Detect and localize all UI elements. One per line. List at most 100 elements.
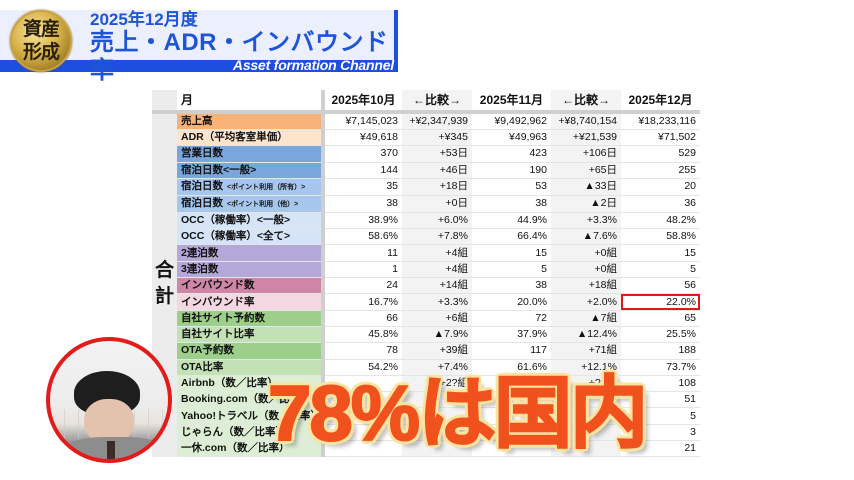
value-cell[interactable]: 423 — [472, 145, 551, 163]
compare-cell[interactable]: +7.4% — [402, 359, 472, 376]
row-label[interactable]: 宿泊日数 <ポイント利用（所有）> — [177, 178, 325, 196]
value-cell[interactable]: 117 — [472, 342, 551, 360]
value-cell[interactable] — [472, 424, 551, 442]
value-cell[interactable] — [323, 407, 402, 425]
row-label[interactable]: 2連泊数 — [177, 244, 325, 262]
value-cell[interactable]: 370 — [323, 145, 402, 163]
value-cell[interactable]: 144 — [323, 162, 402, 179]
compare-cell[interactable]: +4組 — [402, 261, 472, 279]
compare-cell[interactable]: +¥21,539 — [551, 129, 621, 147]
row-label[interactable]: 自社サイト予約数 — [177, 310, 325, 327]
value-cell[interactable]: 66.4% — [472, 228, 551, 246]
row-label[interactable]: Yahoo!トラベル（数／比率） — [177, 407, 325, 425]
row-label[interactable]: インバウンド数 — [177, 277, 325, 295]
value-cell[interactable] — [472, 407, 551, 425]
value-cell[interactable]: ¥7,145,023 — [323, 112, 402, 130]
value-cell[interactable]: 51 — [621, 391, 700, 409]
compare-cell[interactable]: +18組 — [551, 277, 621, 295]
compare-cell[interactable]: +71組 — [551, 342, 621, 360]
compare-cell[interactable] — [551, 440, 621, 458]
compare-cell[interactable]: +3.3% — [551, 212, 621, 230]
value-cell[interactable]: 5 — [472, 261, 551, 279]
highlighted-value-cell[interactable]: 22.0% — [621, 293, 700, 311]
compare-cell[interactable]: +18日 — [402, 178, 472, 196]
value-cell[interactable]: 188 — [621, 342, 700, 360]
compare-cell[interactable]: +2.0% — [551, 293, 621, 311]
compare-cell[interactable] — [402, 424, 472, 442]
value-cell[interactable]: 38 — [323, 195, 402, 213]
value-cell[interactable] — [323, 391, 402, 409]
value-cell[interactable]: 11 — [323, 244, 402, 262]
row-label[interactable]: OTA比率 — [177, 359, 325, 376]
compare-cell[interactable]: ▲7組 — [551, 310, 621, 327]
column-header-nov[interactable]: 2025年11月 — [472, 90, 551, 114]
value-cell[interactable]: 61.6% — [472, 359, 551, 376]
row-label[interactable]: 売上高 — [177, 112, 325, 130]
value-cell[interactable]: 3 — [621, 424, 700, 442]
compare-cell[interactable]: +0組 — [551, 261, 621, 279]
value-cell[interactable]: 72 — [472, 310, 551, 327]
compare-cell[interactable] — [551, 424, 621, 442]
value-cell[interactable] — [472, 391, 551, 409]
compare-cell[interactable] — [402, 407, 472, 425]
compare-cell[interactable]: +?6組 — [551, 375, 621, 393]
value-cell[interactable]: 66 — [323, 310, 402, 327]
value-cell[interactable]: 1 — [323, 261, 402, 279]
compare-cell[interactable]: +14組 — [402, 277, 472, 295]
value-cell[interactable]: 15 — [472, 244, 551, 262]
value-cell[interactable]: 529 — [621, 145, 700, 163]
value-cell[interactable]: ¥49,963 — [472, 129, 551, 147]
value-cell[interactable]: 48.2% — [621, 212, 700, 230]
row-label[interactable]: OCC（稼働率）<全て> — [177, 228, 325, 246]
value-cell[interactable]: 35 — [323, 178, 402, 196]
compare-cell[interactable] — [551, 391, 621, 409]
row-label[interactable]: インバウンド率 — [177, 293, 325, 311]
column-header-compare-2[interactable]: ←比較→ — [551, 90, 621, 114]
compare-cell[interactable]: ▲7.6% — [551, 228, 621, 246]
column-header-month[interactable]: 月 — [177, 90, 325, 114]
row-label[interactable]: 自社サイト比率 — [177, 326, 325, 344]
value-cell[interactable]: 15 — [621, 244, 700, 262]
value-cell[interactable]: 78 — [323, 342, 402, 360]
compare-cell[interactable] — [551, 407, 621, 425]
value-cell[interactable]: 38 — [472, 195, 551, 213]
row-label[interactable]: OTA予約数 — [177, 342, 325, 360]
compare-cell[interactable]: +12.1% — [551, 359, 621, 376]
compare-cell[interactable]: +53日 — [402, 145, 472, 163]
compare-cell[interactable]: +4組 — [402, 244, 472, 262]
compare-cell[interactable]: +7.8% — [402, 228, 472, 246]
value-cell[interactable] — [323, 375, 402, 393]
value-cell[interactable] — [472, 375, 551, 393]
value-cell[interactable]: 65 — [621, 310, 700, 327]
value-cell[interactable]: 53 — [472, 178, 551, 196]
row-label[interactable]: じゃらん（数／比率） — [177, 424, 325, 442]
compare-cell[interactable]: +2?組 — [402, 375, 472, 393]
compare-cell[interactable]: +¥8,740,154 — [551, 112, 621, 130]
value-cell[interactable]: 54.2% — [323, 359, 402, 376]
compare-cell[interactable]: +6組 — [402, 310, 472, 327]
value-cell[interactable]: 73.7% — [621, 359, 700, 376]
value-cell[interactable]: 37.9% — [472, 326, 551, 344]
value-cell[interactable]: 20 — [621, 178, 700, 196]
column-header-compare-1[interactable]: ←比較→ — [402, 90, 472, 114]
value-cell[interactable]: 58.8% — [621, 228, 700, 246]
compare-cell[interactable]: +106日 — [551, 145, 621, 163]
row-label[interactable]: Booking.com（数／比率） — [177, 391, 325, 409]
compare-cell[interactable] — [402, 391, 472, 409]
value-cell[interactable]: 38 — [472, 277, 551, 295]
compare-cell[interactable]: ▲7.9% — [402, 326, 472, 344]
row-label[interactable]: OCC（稼働率）<一般> — [177, 212, 325, 230]
column-header-oct[interactable]: 2025年10月 — [323, 90, 402, 114]
value-cell[interactable]: ¥9,492,962 — [472, 112, 551, 130]
compare-cell[interactable]: ▲2日 — [551, 195, 621, 213]
compare-cell[interactable]: +0組 — [551, 244, 621, 262]
value-cell[interactable]: 16.7% — [323, 293, 402, 311]
compare-cell[interactable]: +¥345 — [402, 129, 472, 147]
value-cell[interactable] — [472, 440, 551, 458]
value-cell[interactable]: ¥49,618 — [323, 129, 402, 147]
value-cell[interactable]: 255 — [621, 162, 700, 179]
row-label[interactable]: ADR（平均客室単価） — [177, 129, 325, 147]
compare-cell[interactable]: +3.3% — [402, 293, 472, 311]
value-cell[interactable]: 44.9% — [472, 212, 551, 230]
row-label[interactable]: Airbnb（数／比率） — [177, 375, 325, 393]
